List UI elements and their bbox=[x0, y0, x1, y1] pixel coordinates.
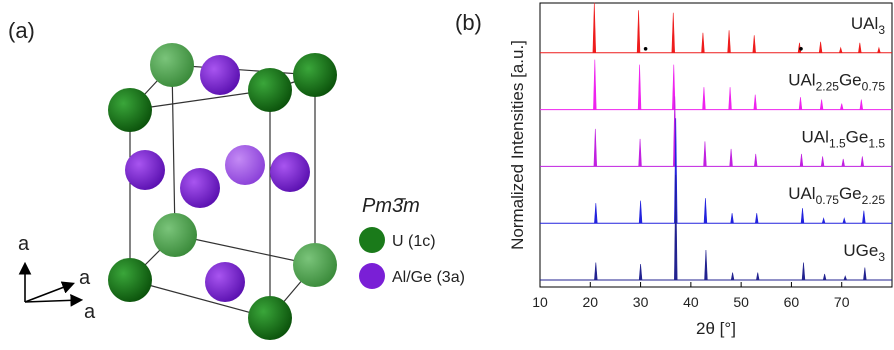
peak bbox=[819, 42, 822, 53]
peak bbox=[878, 48, 881, 53]
peak bbox=[593, 60, 596, 110]
peak bbox=[839, 48, 842, 53]
peak bbox=[821, 156, 824, 166]
series-label: UAl2.25Ge0.75 bbox=[788, 71, 885, 94]
peak bbox=[594, 203, 597, 223]
x-tick-label: 60 bbox=[784, 294, 800, 310]
peak bbox=[702, 33, 705, 53]
peak bbox=[753, 35, 756, 53]
peak bbox=[801, 208, 804, 223]
peak bbox=[840, 104, 843, 110]
legend-swatch bbox=[359, 263, 385, 289]
unit-cell bbox=[108, 43, 337, 340]
space-group: Pm3̄m bbox=[362, 195, 420, 217]
peak bbox=[820, 100, 823, 110]
peak bbox=[731, 273, 734, 281]
panel-label: (a) bbox=[8, 18, 35, 43]
peak bbox=[639, 201, 642, 224]
peak bbox=[755, 213, 758, 223]
x-axis-label: 2θ [°] bbox=[696, 319, 736, 338]
x-tick-label: 20 bbox=[582, 294, 598, 310]
x-tick-label: 70 bbox=[834, 294, 850, 310]
peak bbox=[802, 263, 805, 281]
peak bbox=[754, 154, 757, 167]
x-tick-label: 40 bbox=[683, 294, 699, 310]
axis-label: a bbox=[18, 233, 30, 255]
peak bbox=[729, 87, 732, 110]
peak bbox=[799, 97, 802, 110]
peak bbox=[756, 273, 759, 281]
peak bbox=[843, 218, 846, 223]
peak bbox=[703, 87, 706, 110]
peak bbox=[594, 129, 597, 167]
peak bbox=[823, 274, 826, 280]
peak bbox=[863, 268, 866, 281]
legend-swatch bbox=[359, 227, 385, 253]
y-axis-label: Normalized Intensities [a.u.] bbox=[508, 40, 527, 250]
series-label: UAl1.5Ge1.5 bbox=[802, 127, 886, 150]
peak bbox=[800, 154, 803, 167]
panel-label: (b) bbox=[455, 10, 482, 35]
peak bbox=[861, 156, 864, 166]
peak bbox=[593, 3, 596, 53]
impurity-marker bbox=[799, 47, 803, 51]
peak bbox=[860, 100, 863, 110]
peak bbox=[754, 95, 757, 110]
peak bbox=[594, 263, 597, 281]
peak bbox=[704, 141, 707, 166]
x-tick-label: 50 bbox=[733, 294, 749, 310]
peak bbox=[862, 211, 865, 224]
figure: (a) a a a Pm3̄m (b) Normalized Intensiti… bbox=[0, 0, 894, 345]
peak bbox=[730, 149, 733, 167]
peak bbox=[639, 139, 642, 167]
peak bbox=[731, 213, 734, 223]
series-label: UAl3 bbox=[851, 14, 885, 37]
peak bbox=[728, 30, 731, 53]
axis-label: a bbox=[84, 301, 96, 323]
series-label: UAl0.75Ge2.25 bbox=[788, 184, 885, 207]
peak bbox=[858, 43, 861, 53]
peak bbox=[705, 250, 708, 280]
x-tick-label: 30 bbox=[633, 294, 649, 310]
axis-label: a bbox=[79, 267, 91, 289]
x-tick-label: 10 bbox=[532, 294, 548, 310]
peak bbox=[704, 198, 707, 223]
peak bbox=[842, 159, 845, 167]
peak bbox=[639, 264, 642, 280]
peak bbox=[822, 218, 825, 223]
axes-arrows bbox=[25, 265, 80, 302]
series-label: UGe3 bbox=[843, 241, 885, 264]
peak bbox=[637, 10, 640, 53]
legend-label: U (1c) bbox=[392, 233, 436, 250]
impurity-marker bbox=[644, 47, 648, 51]
legend-label: Al/Ge (3a) bbox=[392, 269, 465, 286]
peak bbox=[672, 13, 675, 53]
peak bbox=[638, 65, 641, 110]
peak bbox=[844, 276, 847, 280]
